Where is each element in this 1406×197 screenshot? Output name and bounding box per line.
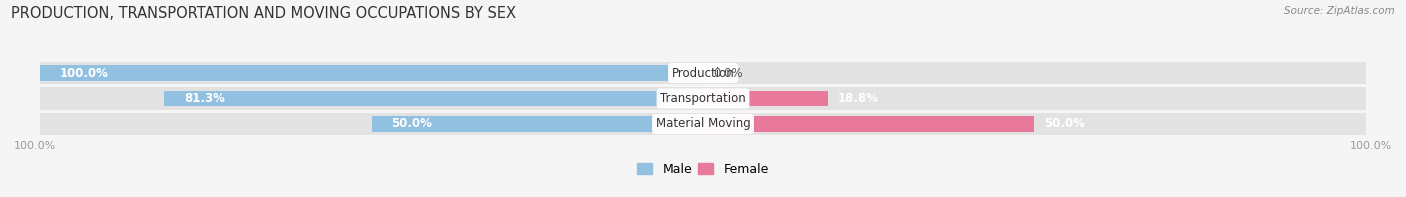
Bar [703, 116, 1035, 132]
Text: 81.3%: 81.3% [184, 92, 225, 105]
Text: 50.0%: 50.0% [391, 117, 433, 130]
Bar [703, 91, 828, 106]
Bar [41, 87, 1365, 110]
Text: PRODUCTION, TRANSPORTATION AND MOVING OCCUPATIONS BY SEX: PRODUCTION, TRANSPORTATION AND MOVING OC… [11, 6, 516, 21]
Bar [371, 116, 703, 132]
Text: 18.8%: 18.8% [838, 92, 879, 105]
Bar [41, 113, 1365, 135]
Text: Material Moving: Material Moving [655, 117, 751, 130]
Text: Source: ZipAtlas.com: Source: ZipAtlas.com [1284, 6, 1395, 16]
Text: 0.0%: 0.0% [713, 67, 742, 80]
Bar [41, 65, 703, 81]
Text: 100.0%: 100.0% [1350, 141, 1392, 151]
Text: Transportation: Transportation [661, 92, 745, 105]
Legend: Male, Female: Male, Female [633, 158, 773, 181]
Text: 100.0%: 100.0% [14, 141, 56, 151]
Bar [41, 62, 1365, 84]
Bar [165, 91, 703, 106]
Text: 100.0%: 100.0% [60, 67, 108, 80]
Text: 50.0%: 50.0% [1045, 117, 1085, 130]
Text: Production: Production [672, 67, 734, 80]
